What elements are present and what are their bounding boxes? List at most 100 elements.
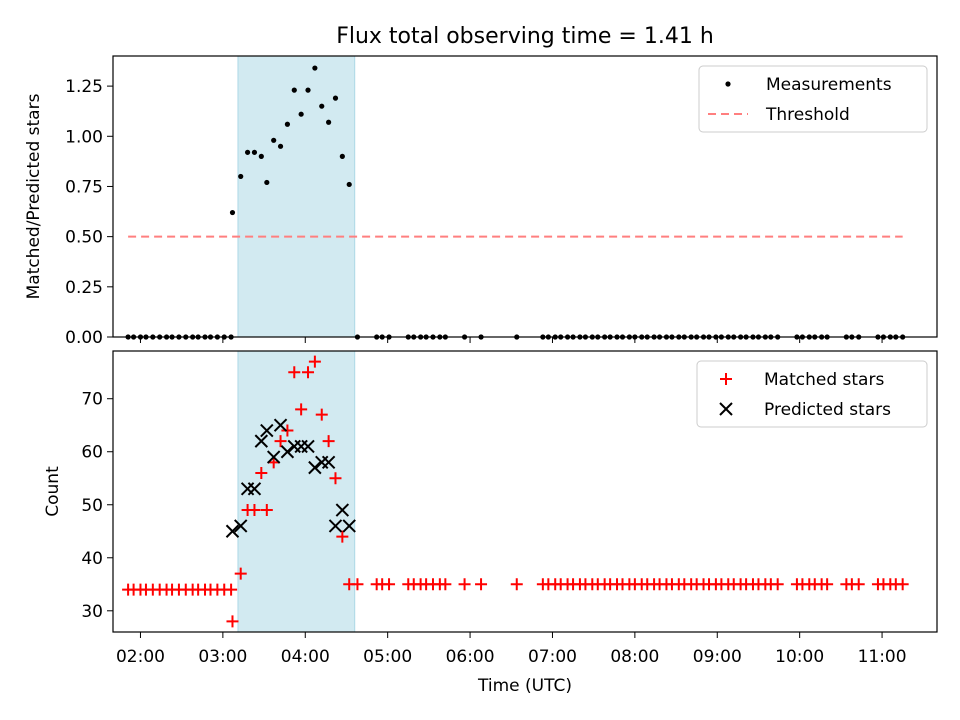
legend-box (696, 360, 928, 428)
legend-box (698, 65, 928, 133)
matched-point (475, 578, 488, 591)
predicted-point (342, 519, 356, 533)
measurement-point (238, 173, 244, 180)
x-axis-label: Time (UTC) (477, 676, 572, 696)
matched-point (439, 578, 452, 591)
matched-point (322, 435, 335, 448)
x-tick-label: 04:00 (281, 647, 330, 667)
y-tick-label: 60 (81, 443, 103, 463)
matched-point (295, 403, 308, 416)
matched-point (260, 504, 273, 517)
axes-frame (112, 350, 938, 633)
predicted-point (225, 524, 240, 538)
y-tick-label: 0.75 (65, 177, 103, 197)
y-tick-label: 50 (81, 496, 103, 516)
matched-point (302, 366, 315, 379)
measurement-point (244, 149, 251, 155)
legend-label: Predicted stars (764, 400, 891, 420)
chart-panels: 0.00 0.25 0.50 0.75 1.00 1.25 Matched/Predicte… (24, 55, 938, 696)
predicted-point (266, 450, 281, 464)
x-tick-label: 06:00 (446, 647, 495, 667)
predicted-point (301, 439, 315, 454)
matched-point (225, 583, 238, 596)
matched-point (288, 366, 301, 379)
x-tick-label: 11:00 (858, 647, 907, 667)
predicted-point (280, 445, 295, 459)
matched-point (852, 578, 865, 591)
legend-label: Matched stars (764, 370, 884, 390)
x-tick-label: 03:00 (198, 647, 247, 667)
observing-interval-shade (237, 55, 356, 338)
axes-frame (112, 55, 938, 338)
measurement-point (291, 87, 297, 93)
predicted-point (254, 434, 269, 448)
y-tick-label: 40 (81, 549, 103, 569)
y-tick-label: 1.25 (65, 77, 103, 97)
x-tick-label: 08:00 (610, 647, 659, 667)
matched-point (274, 435, 287, 448)
y-tick-label: 30 (81, 602, 103, 622)
matched-point (383, 578, 396, 591)
predicted-point (335, 503, 350, 517)
measurement-point (326, 119, 332, 125)
x-tick-label: 09:00 (693, 647, 742, 667)
x-tick-label: 10:00 (775, 647, 824, 667)
matched-point (315, 408, 328, 421)
legend-marker (725, 81, 731, 87)
measurement-point (332, 95, 339, 101)
x-tick-label: 05:00 (363, 647, 412, 667)
y-tick-label: 0.50 (65, 228, 103, 248)
legend: Measurements Threshold (698, 65, 928, 133)
measurement-point (298, 111, 304, 117)
legend-label: Threshold (765, 105, 850, 125)
matched-point (248, 504, 261, 517)
legend-marker (719, 402, 733, 416)
measurement-point (229, 209, 236, 216)
measurement-point (346, 181, 352, 188)
predicted-point (260, 423, 274, 438)
legend-label: Measurements (766, 75, 892, 95)
chart-title: Flux total observing time = 1.41 h (336, 24, 714, 49)
matched-point (234, 567, 247, 580)
y-tick-label: 1.00 (65, 127, 103, 147)
observing-interval-shade (237, 350, 356, 633)
predicted-point (273, 418, 288, 432)
x-tick-label: 07:00 (528, 647, 577, 667)
matched-point (281, 424, 294, 437)
series-matched-stars (122, 355, 909, 628)
matched-point (351, 578, 364, 591)
predicted-point (328, 519, 343, 533)
predicted-point (247, 482, 262, 496)
matched-point (510, 578, 523, 591)
matched-point (329, 472, 342, 485)
matched-point (308, 355, 321, 368)
y-tick-label: 0.25 (65, 278, 103, 298)
chart-panel-2: 30 40 50 60 70 Count 02:00 03:00 04:00 05:00 06:00… (43, 350, 938, 696)
y-axis-label: Matched/Predicted stars (24, 93, 44, 299)
predicted-point (321, 455, 336, 470)
y-tick-label: 70 (81, 390, 103, 410)
measurement-point (277, 143, 284, 149)
legend: Matched stars Predicted stars (696, 360, 928, 428)
chart-panel-1: 0.00 0.25 0.50 0.75 1.00 1.25 Matched/Predicte… (24, 55, 938, 348)
matched-point (896, 578, 909, 591)
measurement-point (251, 149, 258, 155)
measurement-point (312, 65, 318, 71)
x-tick-label: 02:00 (116, 647, 165, 667)
matched-point (226, 615, 239, 628)
measurement-point (339, 153, 345, 159)
measurement-point (305, 87, 311, 93)
predicted-point (234, 519, 248, 533)
y-axis-label: Count (43, 466, 63, 517)
series-predicted-stars (225, 418, 356, 538)
predicted-point (308, 460, 322, 475)
matched-point (336, 530, 349, 543)
matched-point (771, 578, 784, 591)
measurement-point (271, 137, 277, 143)
y-tick-label: 0.00 (65, 328, 103, 348)
matched-point (821, 578, 834, 591)
matched-point (255, 466, 268, 479)
measurement-point (284, 121, 291, 127)
measurement-point (264, 179, 270, 186)
